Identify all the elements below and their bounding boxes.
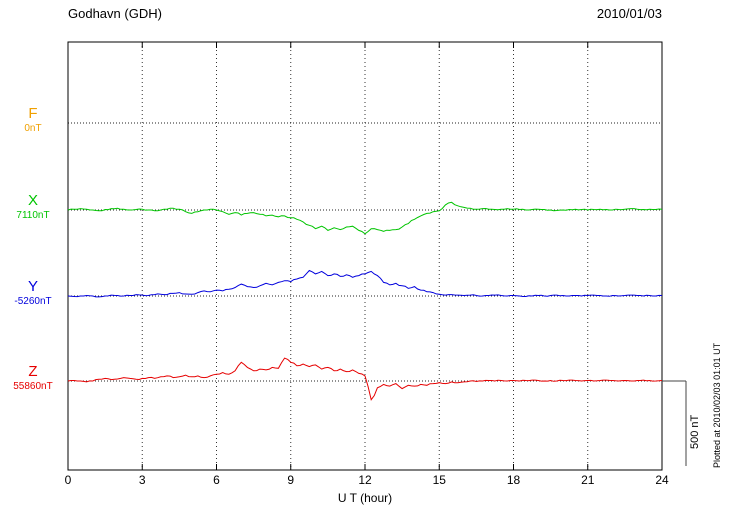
trace-Y	[67, 269, 663, 298]
x-tick-label: 24	[655, 473, 669, 487]
x-tick-label: 9	[287, 473, 295, 487]
component-letter-X: X	[27, 192, 38, 209]
component-baseline-F: 0nT	[24, 122, 42, 134]
component-letter-Y: Y	[27, 278, 38, 295]
plot-date: 2010/01/03	[596, 6, 662, 21]
x-tick-label: 15	[432, 473, 446, 487]
component-letter-Z: Z	[28, 363, 38, 380]
trace-Z	[67, 357, 663, 401]
component-label-Z: Z 55860nT	[2, 363, 64, 392]
trace-X	[67, 201, 663, 235]
scalebar-label: 500 nT	[689, 414, 701, 449]
x-tick-label: 6	[213, 473, 220, 487]
component-baseline-Z: 55860nT	[13, 380, 53, 392]
x-tick-label: 3	[138, 473, 146, 487]
component-label-X: X 7110nT	[2, 192, 64, 221]
component-baseline-X: 7110nT	[16, 209, 50, 221]
x-tick-label: 21	[581, 473, 595, 487]
component-label-F: F 0nT	[2, 105, 64, 134]
component-label-Y: Y -5260nT	[2, 278, 64, 307]
plotted-at-note: Plotted at 2010/02/03 01:01 UT	[712, 342, 722, 468]
x-tick-label: 12	[358, 473, 372, 487]
x-tick-label: 18	[506, 473, 521, 487]
x-tick-label: 0	[64, 473, 72, 487]
component-letter-F: F	[28, 105, 38, 122]
station-title: Godhavn (GDH)	[68, 6, 162, 21]
component-baseline-Y: -5260nT	[14, 295, 52, 307]
x-axis-title: U T (hour)	[337, 491, 393, 505]
